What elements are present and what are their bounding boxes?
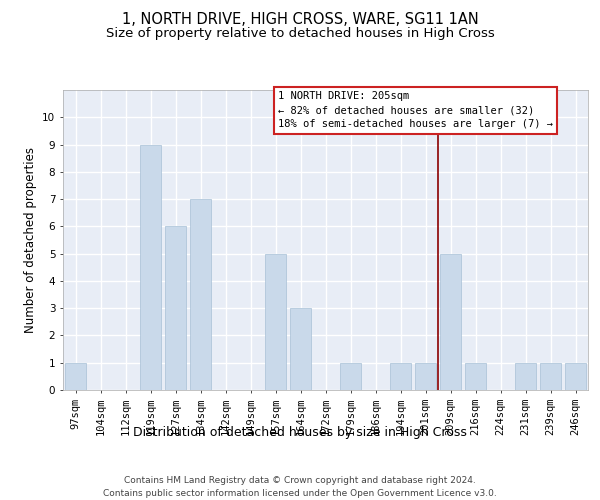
Bar	[390, 362, 411, 390]
Text: 1, NORTH DRIVE, HIGH CROSS, WARE, SG11 1AN: 1, NORTH DRIVE, HIGH CROSS, WARE, SG11 1…	[122, 12, 478, 28]
Bar	[65, 362, 86, 390]
Text: Distribution of detached houses by size in High Cross: Distribution of detached houses by size …	[133, 426, 467, 439]
Bar	[165, 226, 186, 390]
Text: Contains HM Land Registry data © Crown copyright and database right 2024.: Contains HM Land Registry data © Crown c…	[124, 476, 476, 485]
Bar	[290, 308, 311, 390]
Bar	[190, 199, 211, 390]
Text: Size of property relative to detached houses in High Cross: Size of property relative to detached ho…	[106, 28, 494, 40]
Text: Contains public sector information licensed under the Open Government Licence v3: Contains public sector information licen…	[103, 489, 497, 498]
Bar	[565, 362, 586, 390]
Y-axis label: Number of detached properties: Number of detached properties	[23, 147, 37, 333]
Bar	[515, 362, 536, 390]
Bar	[440, 254, 461, 390]
Bar	[415, 362, 436, 390]
Bar	[140, 144, 161, 390]
Bar	[540, 362, 561, 390]
Bar	[465, 362, 486, 390]
Bar	[265, 254, 286, 390]
Text: 1 NORTH DRIVE: 205sqm
← 82% of detached houses are smaller (32)
18% of semi-deta: 1 NORTH DRIVE: 205sqm ← 82% of detached …	[278, 92, 553, 130]
Bar	[340, 362, 361, 390]
